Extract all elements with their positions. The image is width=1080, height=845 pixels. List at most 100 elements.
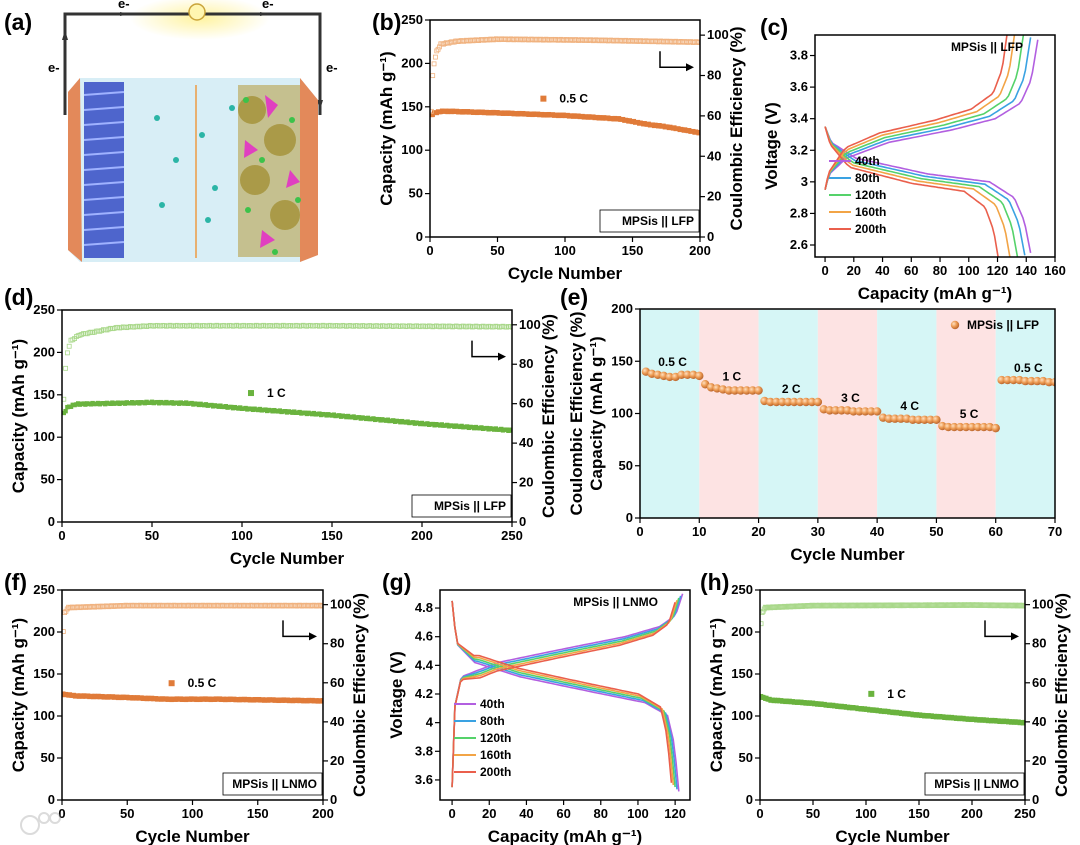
plot-data bbox=[824, 35, 1039, 257]
y-tick-label: 150 bbox=[401, 99, 423, 114]
charts: (b)0 50 100 150 2000501001502002500204060801… bbox=[4, 9, 1071, 845]
y-tick-label: 3.6 bbox=[415, 772, 433, 787]
system-label: MPSis || LFP bbox=[434, 499, 506, 513]
y2-tick-label: 80 bbox=[1032, 636, 1046, 651]
light-bulb-icon bbox=[188, 3, 206, 21]
y-tick-label: 50 bbox=[409, 186, 423, 201]
rate-point bbox=[1027, 376, 1036, 386]
y2-tick-label: 60 bbox=[707, 108, 721, 123]
ce-point bbox=[320, 602, 323, 608]
y2-tick-label: 80 bbox=[707, 68, 721, 83]
rate-point bbox=[861, 407, 870, 416]
x-tick-label: 250 bbox=[1014, 806, 1036, 821]
ce-point bbox=[696, 40, 700, 46]
y-tick-label: 50 bbox=[41, 472, 55, 487]
plot-data bbox=[641, 367, 1055, 433]
rate-point bbox=[736, 386, 745, 395]
rate-point bbox=[677, 370, 686, 380]
x-tick-label: 200 bbox=[411, 528, 433, 543]
plot-frame bbox=[639, 308, 1056, 519]
panel-a-illustration: (a) e- e- e- e- bbox=[4, 0, 338, 262]
y-tick-label: 3.8 bbox=[790, 48, 808, 63]
rate-point bbox=[831, 406, 840, 415]
y-tick-label: 150 bbox=[33, 666, 55, 681]
rate-point bbox=[1033, 376, 1042, 386]
charge-curve-120th bbox=[451, 597, 680, 788]
x-tick-label: 0 bbox=[58, 806, 65, 821]
y2-axis-title: Coulombic Efficiency (%) bbox=[727, 26, 746, 230]
rate-point bbox=[754, 386, 763, 395]
rate-point bbox=[890, 414, 900, 423]
capacity-point bbox=[1022, 720, 1025, 725]
rate-point bbox=[795, 397, 805, 407]
panel-label-e: (e) bbox=[560, 284, 588, 310]
y-tick-label: 0 bbox=[48, 792, 55, 807]
watermark-logo bbox=[20, 812, 61, 835]
rate-point bbox=[730, 386, 740, 395]
x-tick-label: 0 bbox=[821, 263, 828, 278]
discharge-curve-40th bbox=[824, 126, 1032, 254]
y-tick-label: 3.4 bbox=[790, 111, 809, 126]
system-label-box bbox=[222, 772, 323, 796]
y2-tick-label: 60 bbox=[330, 675, 344, 690]
legend-label: 200th bbox=[480, 765, 511, 779]
x-tick-label: 120 bbox=[987, 263, 1009, 278]
y2-tick-label: 40 bbox=[519, 435, 533, 450]
rate-band bbox=[699, 309, 759, 518]
panel-label-f: (f) bbox=[4, 569, 27, 595]
ce-point bbox=[66, 343, 72, 349]
y2-tick-label: 80 bbox=[519, 356, 533, 371]
y-tick-label: 50 bbox=[41, 750, 55, 765]
plot-frame bbox=[61, 589, 324, 801]
rate-point bbox=[766, 397, 775, 407]
plot-frame bbox=[439, 589, 691, 801]
capacity-point bbox=[430, 112, 435, 118]
x-tick-label: 200 bbox=[312, 806, 334, 821]
plot-data bbox=[62, 322, 512, 434]
x-tick-label: 40 bbox=[870, 524, 884, 539]
y-axis-title: Capacity (mAh g⁻¹) bbox=[707, 618, 726, 772]
rate-point bbox=[1009, 375, 1018, 385]
plot-frame bbox=[61, 309, 513, 523]
y-tick-label: 200 bbox=[33, 344, 55, 359]
charge-curve-80th bbox=[451, 595, 682, 788]
x-axis-title: Cycle Number bbox=[230, 549, 345, 568]
y-tick-label: 200 bbox=[33, 624, 55, 639]
plot-data bbox=[451, 593, 684, 792]
rate-point bbox=[813, 397, 823, 407]
charge-curve-200th bbox=[824, 35, 1008, 190]
legend-label: MPSis || LFP bbox=[967, 318, 1039, 332]
discharge-curve-200th bbox=[824, 126, 999, 257]
charge-curve-160th bbox=[824, 35, 1016, 190]
discharge-curve-200th bbox=[451, 600, 673, 783]
y-tick-label: 2.8 bbox=[790, 205, 808, 220]
capacity-point bbox=[509, 428, 512, 433]
y-tick-label: 200 bbox=[401, 55, 423, 70]
y-tick-label: 150 bbox=[33, 387, 55, 402]
chart-panel-g: (g) 0 20 40 60 80 100 120 3.6 3.8 4 4.2 4.4 4.6 4.8 Cap… bbox=[382, 569, 691, 845]
system-label: MPSis || LNMO bbox=[232, 777, 317, 791]
x-tick-label: 0 bbox=[636, 524, 643, 539]
x-tick-label: 10 bbox=[692, 524, 706, 539]
legend-marker bbox=[248, 390, 254, 397]
x-tick-label: 20 bbox=[847, 263, 861, 278]
chart-panel-d: (d)0 50 100 150 200 2500501001502002500204060… bbox=[4, 284, 558, 568]
y2-tick-label: 60 bbox=[519, 396, 533, 411]
rate-point bbox=[724, 386, 734, 395]
y2-tick-label: 20 bbox=[707, 189, 721, 204]
y-tick-label: 0 bbox=[416, 229, 423, 244]
rate-point bbox=[997, 375, 1006, 385]
system-label-box bbox=[599, 209, 700, 233]
x-tick-label: 100 bbox=[627, 806, 649, 821]
system-label: MPSis || LFP bbox=[622, 214, 694, 228]
legend-label: 80th bbox=[480, 714, 505, 728]
y-tick-label: 100 bbox=[611, 406, 633, 421]
x-tick-label: 80 bbox=[933, 263, 947, 278]
y-tick-label: 200 bbox=[611, 301, 633, 316]
discharge-curve-80th bbox=[451, 600, 678, 790]
electron-label: e- bbox=[118, 0, 130, 11]
y-tick-label: 250 bbox=[401, 12, 423, 27]
y2-tick-label: 0 bbox=[707, 229, 714, 244]
y2-tick-label: 0 bbox=[519, 514, 526, 529]
